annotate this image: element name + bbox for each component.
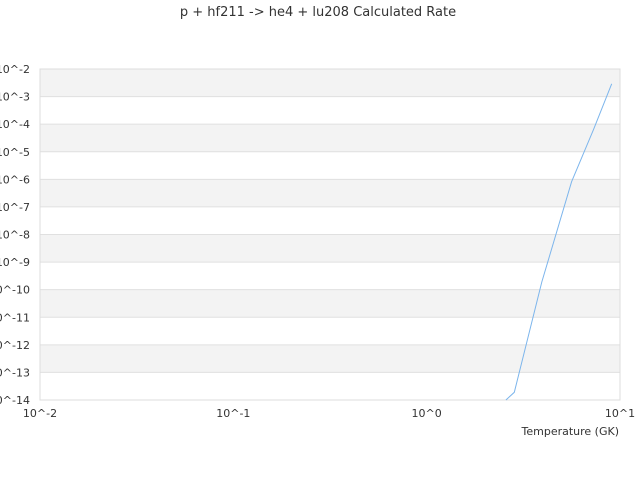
x-tick-label: 10^0 [412,407,442,420]
grid-band [40,234,620,263]
x-axis-label: Temperature (GK) [521,425,620,438]
y-tick-label: 10^-12 [0,339,30,352]
y-tick-label: 10^-11 [0,311,30,324]
grid-band [40,344,620,373]
chart-title: p + hf211 -> he4 + lu208 Calculated Rate [180,5,456,20]
x-tick-label: 10^-1 [216,407,250,420]
y-tick-label: 10^-4 [0,118,30,131]
rate-series-line [505,83,613,401]
y-tick-label: 10^-13 [0,366,30,379]
y-tick-label: 10^-10 [0,284,30,297]
y-tick-label: 10^-2 [0,63,30,76]
y-tick-label: 10^-7 [0,201,30,214]
plot-border [39,68,621,401]
grid-band [40,289,620,318]
y-tick-label: 10^-8 [0,229,30,242]
y-tick-label: 10^-9 [0,256,30,269]
grid-band [40,179,620,207]
y-tick-label: 10^-6 [0,173,30,186]
y-tick-label: 10^-5 [0,146,30,159]
grid-band [40,124,620,152]
x-tick-label: 10^1 [605,407,635,420]
grid-band [40,69,620,97]
x-tick-label: 10^-2 [23,407,57,420]
y-tick-label: 10^-3 [0,91,30,104]
y-tick-label: 10^-14 [0,394,30,407]
